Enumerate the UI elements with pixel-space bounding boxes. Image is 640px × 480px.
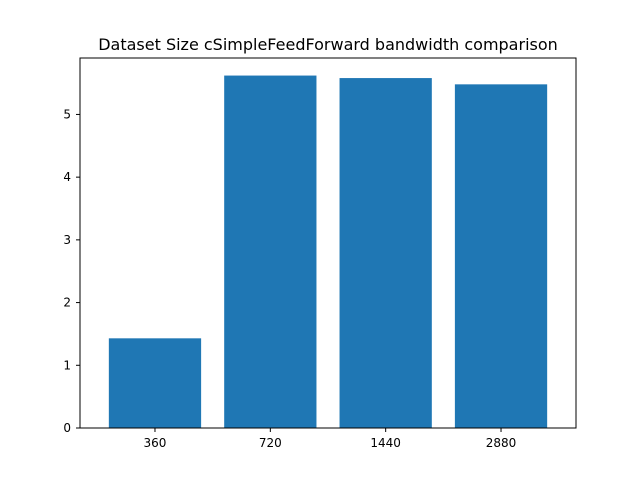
x-axis: 360 720 1440 2880 [144, 428, 517, 450]
y-tick-label-4: 4 [63, 170, 71, 184]
y-tick-label-2: 2 [63, 296, 71, 310]
bar-360 [108, 338, 202, 428]
x-tick-label-360: 360 [144, 436, 167, 450]
y-axis: 0 1 2 3 4 5 [63, 107, 80, 435]
chart-title: Dataset Size cSimpleFeedForward bandwidt… [98, 35, 558, 54]
bar-720 [224, 75, 317, 428]
bars-layer [108, 75, 548, 428]
y-tick-label-3: 3 [63, 233, 71, 247]
x-tick-label-2880: 2880 [486, 436, 517, 450]
x-tick-label-720: 720 [259, 436, 282, 450]
y-tick-label-5: 5 [63, 107, 71, 121]
bar-2880 [454, 84, 548, 428]
y-tick-label-1: 1 [63, 358, 71, 372]
y-tick-label-0: 0 [63, 421, 71, 435]
plot-frame [79, 57, 577, 429]
bar-1440 [339, 78, 432, 428]
x-tick-label-1440: 1440 [370, 436, 401, 450]
